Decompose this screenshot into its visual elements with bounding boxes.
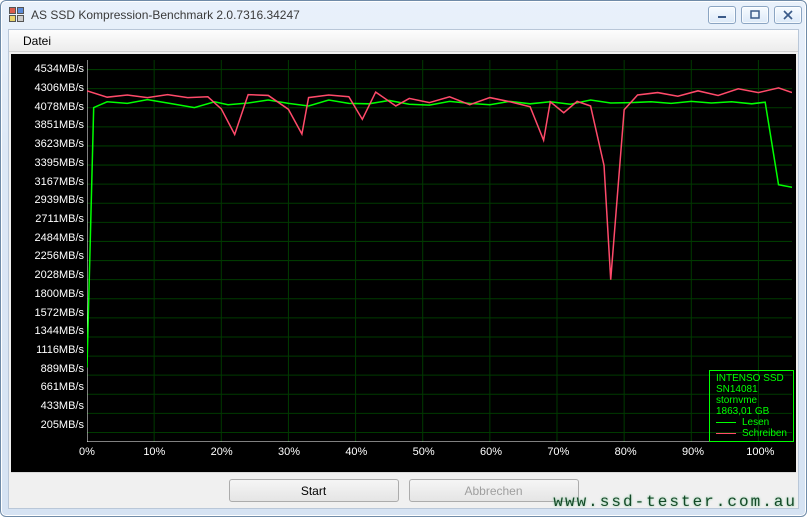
chart: INTENSO SSD SN14081 stornvme 1863,01 GB … [11, 54, 796, 472]
x-tick-label: 70% [547, 446, 569, 458]
y-tick-label: 4306MB/s [34, 82, 84, 94]
titlebar[interactable]: AS SSD Kompression-Benchmark 2.0.7316.34… [1, 1, 806, 29]
x-tick-label: 60% [480, 446, 502, 458]
abort-button[interactable]: Abbrechen [409, 479, 579, 502]
y-tick-label: 1116MB/s [36, 344, 84, 356]
x-tick-label: 100% [746, 446, 774, 458]
series-read-line [87, 100, 792, 368]
x-tick-label: 80% [615, 446, 637, 458]
y-tick-label: 889MB/s [41, 363, 84, 375]
x-tick-label: 30% [278, 446, 300, 458]
legend-serial: SN14081 [716, 384, 787, 395]
x-tick-label: 20% [211, 446, 233, 458]
menu-file[interactable]: Datei [15, 32, 59, 50]
y-tick-label: 433MB/s [41, 400, 84, 412]
y-tick-label: 2711MB/s [35, 213, 84, 225]
y-tick-label: 3167MB/s [34, 176, 84, 188]
menubar: Datei [9, 30, 798, 52]
y-tick-label: 2256MB/s [34, 250, 84, 262]
close-button[interactable] [774, 6, 802, 24]
legend-capacity: 1863,01 GB [716, 406, 787, 417]
y-tick-label: 2028MB/s [34, 269, 84, 281]
y-tick-label: 2484MB/s [34, 232, 84, 244]
legend-write-label: Schreiben [742, 428, 787, 439]
y-tick-label: 1572MB/s [34, 307, 84, 319]
y-tick-label: 661MB/s [41, 381, 84, 393]
app-window: AS SSD Kompression-Benchmark 2.0.7316.34… [0, 0, 807, 517]
client-area: Datei INTENSO SSD SN14081 stornvme 1863,… [8, 29, 799, 509]
y-tick-label: 3395MB/s [34, 157, 84, 169]
start-button[interactable]: Start [229, 479, 399, 502]
x-tick-label: 0% [79, 446, 95, 458]
y-tick-label: 4534MB/s [34, 63, 84, 75]
y-tick-label: 1800MB/s [34, 288, 84, 300]
button-bar: Start Abbrechen [11, 472, 796, 508]
y-tick-label: 3623MB/s [34, 138, 84, 150]
x-tick-label: 40% [345, 446, 367, 458]
plot-area [87, 60, 792, 442]
maximize-button[interactable] [741, 6, 769, 24]
x-tick-label: 50% [413, 446, 435, 458]
minimize-button[interactable] [708, 6, 736, 24]
legend-read-label: Lesen [742, 417, 769, 428]
window-controls [708, 6, 802, 24]
window-title: AS SSD Kompression-Benchmark 2.0.7316.34… [31, 8, 708, 22]
legend-swatch-read [716, 422, 736, 423]
y-tick-label: 205MB/s [41, 419, 84, 431]
legend-device: INTENSO SSD [716, 373, 787, 384]
y-tick-label: 2939MB/s [34, 194, 84, 206]
y-tick-label: 3851MB/s [34, 119, 84, 131]
app-icon [9, 7, 25, 23]
x-tick-label: 90% [682, 446, 704, 458]
y-tick-label: 4078MB/s [34, 101, 84, 113]
legend: INTENSO SSD SN14081 stornvme 1863,01 GB … [709, 370, 794, 442]
legend-swatch-write [716, 433, 736, 434]
x-tick-label: 10% [143, 446, 165, 458]
y-tick-label: 1344MB/s [34, 325, 84, 337]
legend-driver: stornvme [716, 395, 787, 406]
